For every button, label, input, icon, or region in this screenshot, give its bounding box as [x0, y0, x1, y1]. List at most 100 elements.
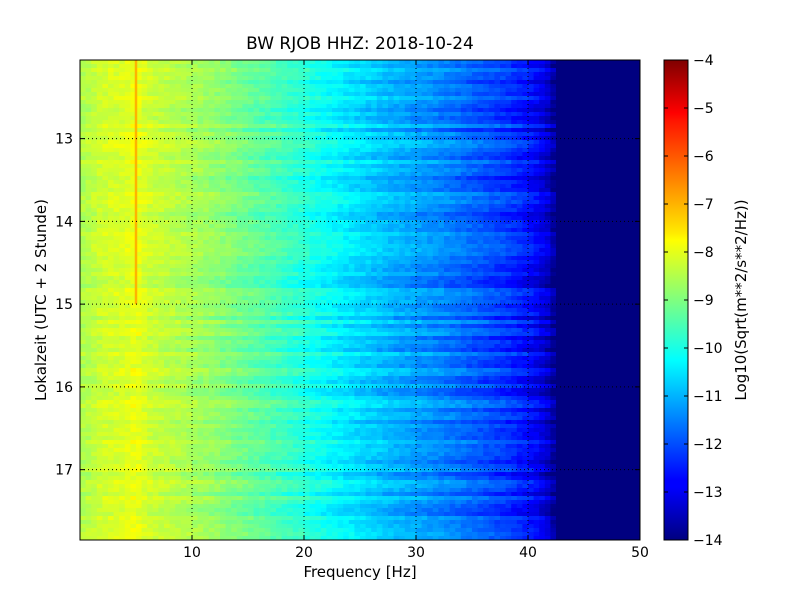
heatmap-cell — [561, 72, 568, 77]
heatmap-cell — [276, 72, 283, 77]
heatmap-cell — [382, 236, 389, 241]
heatmap-cell — [634, 112, 640, 117]
heatmap-cell — [91, 188, 98, 193]
heatmap-cell — [197, 80, 204, 85]
heatmap-cell — [248, 184, 255, 189]
heatmap-cell — [516, 232, 523, 237]
heatmap-cell — [528, 228, 535, 233]
heatmap-cell — [365, 88, 372, 93]
heatmap-cell — [332, 228, 339, 233]
heatmap-cell — [309, 76, 316, 81]
heatmap-cell — [136, 244, 143, 249]
heatmap-cell — [533, 108, 540, 113]
heatmap-cell — [136, 216, 143, 221]
heatmap-cell — [404, 68, 411, 73]
heatmap-cell — [556, 80, 563, 85]
heatmap-cell — [606, 248, 613, 253]
heatmap-cell — [304, 144, 311, 149]
heatmap-cell — [556, 236, 563, 241]
heatmap-cell — [449, 244, 456, 249]
heatmap-cell — [371, 204, 378, 209]
heatmap-cell — [348, 228, 355, 233]
heatmap-cell — [270, 164, 277, 169]
heatmap-cell — [354, 248, 361, 253]
heatmap-cell — [382, 160, 389, 165]
heatmap-cell — [388, 108, 395, 113]
heatmap-cell — [186, 104, 193, 109]
heatmap-cell — [304, 152, 311, 157]
heatmap-cell — [511, 208, 518, 213]
heatmap-cell — [180, 176, 187, 181]
heatmap-cell — [292, 172, 299, 177]
heatmap-cell — [494, 180, 501, 185]
heatmap-cell — [214, 84, 221, 89]
heatmap-cell — [544, 188, 551, 193]
heatmap-cell — [264, 256, 271, 261]
heatmap-cell — [544, 132, 551, 137]
heatmap-cell — [186, 120, 193, 125]
heatmap-cell — [298, 104, 305, 109]
heatmap-cell — [438, 80, 445, 85]
heatmap-cell — [528, 76, 535, 81]
heatmap-cell — [203, 120, 210, 125]
heatmap-cell — [315, 180, 322, 185]
heatmap-cell — [556, 112, 563, 117]
heatmap-cell — [365, 248, 372, 253]
heatmap-cell — [80, 128, 87, 133]
heatmap-cell — [421, 240, 428, 245]
heatmap-cell — [539, 132, 546, 137]
heatmap-cell — [561, 140, 568, 145]
heatmap-cell — [500, 156, 507, 161]
heatmap-cell — [242, 68, 249, 73]
heatmap-cell — [248, 204, 255, 209]
heatmap-cell — [108, 176, 115, 181]
heatmap-cell — [505, 172, 512, 177]
heatmap-cell — [169, 124, 176, 129]
heatmap-cell — [533, 168, 540, 173]
heatmap-cell — [421, 128, 428, 133]
heatmap-cell — [91, 200, 98, 205]
heatmap-cell — [96, 224, 103, 229]
heatmap-cell — [292, 160, 299, 165]
heatmap-cell — [382, 148, 389, 153]
heatmap-cell — [309, 72, 316, 77]
heatmap-cell — [360, 144, 367, 149]
heatmap-cell — [612, 84, 619, 89]
heatmap-cell — [236, 240, 243, 245]
heatmap-cell — [628, 124, 635, 129]
heatmap-cell — [203, 112, 210, 117]
heatmap-cell — [119, 188, 126, 193]
heatmap-cell — [108, 156, 115, 161]
heatmap-cell — [371, 188, 378, 193]
heatmap-cell — [595, 244, 602, 249]
heatmap-cell — [556, 224, 563, 229]
heatmap-cell — [180, 88, 187, 93]
heatmap-cell — [208, 176, 215, 181]
heatmap-cell — [561, 216, 568, 221]
heatmap-cell — [186, 228, 193, 233]
heatmap-cell — [141, 204, 148, 209]
heatmap-cell — [505, 184, 512, 189]
heatmap-cell — [169, 200, 176, 205]
heatmap-cell — [550, 220, 557, 225]
heatmap-cell — [628, 80, 635, 85]
heatmap-cell — [589, 144, 596, 149]
heatmap-cell — [438, 232, 445, 237]
heatmap-cell — [91, 144, 98, 149]
heatmap-cell — [488, 84, 495, 89]
heatmap-cell — [382, 224, 389, 229]
heatmap-cell — [410, 108, 417, 113]
heatmap-cell — [376, 124, 383, 129]
heatmap-cell — [584, 208, 591, 213]
heatmap-cell — [500, 144, 507, 149]
heatmap-cell — [180, 240, 187, 245]
heatmap-cell — [113, 64, 120, 69]
heatmap-cell — [343, 124, 350, 129]
heatmap-cell — [264, 188, 271, 193]
heatmap-cell — [85, 92, 92, 97]
heatmap-cell — [382, 176, 389, 181]
heatmap-cell — [186, 184, 193, 189]
heatmap-cell — [320, 92, 327, 97]
heatmap-cell — [192, 156, 199, 161]
heatmap-cell — [539, 116, 546, 121]
